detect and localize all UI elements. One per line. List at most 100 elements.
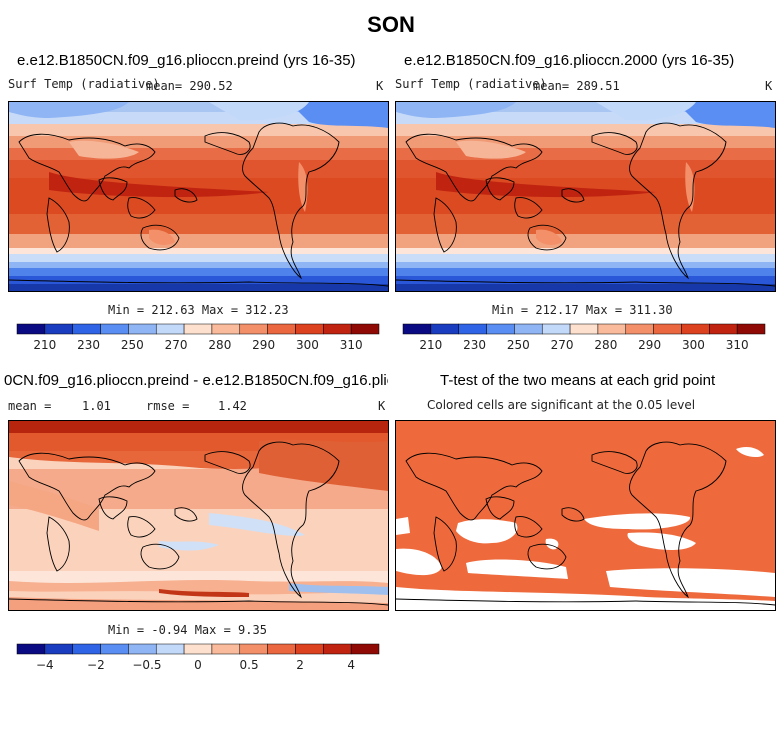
colorbar-swatch [295, 323, 324, 335]
temperature-region [456, 140, 526, 159]
colorbar-swatch [16, 643, 46, 655]
figure-title: SON [367, 12, 415, 37]
colorbar-swatch [211, 323, 241, 335]
temperature-band [9, 214, 388, 234]
temperature-band [396, 124, 775, 136]
panel4-map [395, 420, 776, 611]
panel3-difference-field [9, 421, 388, 610]
colorbar-swatch [350, 643, 380, 655]
panel3-rmse-label: rmse = [146, 399, 190, 413]
temperature-band [396, 276, 775, 284]
panel2-map [395, 101, 776, 292]
temperature-band [396, 268, 775, 276]
colorbar-tick-label: 280 [594, 338, 617, 352]
temperature-band [9, 102, 388, 112]
colorbar-swatch [100, 643, 129, 655]
colorbar-swatch [239, 643, 268, 655]
colorbar-tick-label: 210 [419, 338, 442, 352]
colorbar-swatch [155, 323, 185, 335]
temperature-band [9, 284, 388, 291]
colorbar-swatch [430, 323, 459, 335]
temperature-region [9, 102, 129, 118]
panel3-title: 0CN.f09_g16.plioccn.preind - e.e12.B1850… [4, 372, 388, 389]
panel2-title: e.e12.B1850CN.f09_g16.plioccn.2000 (yrs … [404, 52, 735, 69]
temperature-band [9, 254, 388, 262]
temperature-band [396, 160, 775, 178]
colorbar-swatch [72, 323, 101, 335]
panel1-map [8, 101, 389, 292]
panel4-significance-field [396, 421, 775, 610]
colorbar-swatch [100, 323, 129, 335]
colorbar-swatch [458, 323, 487, 335]
panel1-mean: mean= 290.52 [146, 79, 233, 93]
temperature-band [9, 234, 388, 248]
temperature-band [396, 102, 775, 112]
colorbar-tick-label: 290 [252, 338, 275, 352]
colorbar-tick-label: 300 [682, 338, 705, 352]
colorbar-tick-label: 270 [165, 338, 188, 352]
temperature-band [9, 262, 388, 268]
colorbar-swatch [514, 323, 543, 335]
temperature-region [676, 102, 775, 128]
temperature-band [396, 214, 775, 234]
panel1-variable: Surf Temp (radiative) [8, 77, 160, 91]
temperature-region [289, 102, 388, 128]
colorbar-tick-label: 310 [726, 338, 749, 352]
colorbar-swatch [681, 323, 710, 335]
panel2-stats: Min = 212.17 Max = 311.30 [492, 303, 673, 317]
colorbar-tick-label: 4 [347, 658, 355, 672]
colorbar-swatch [295, 643, 324, 655]
colorbar-tick-label: 230 [463, 338, 486, 352]
colorbar-swatch [128, 323, 157, 335]
colorbar-tick-label: 0.5 [240, 658, 259, 672]
colorbar-tick-label: −4 [36, 658, 54, 672]
colorbar-swatch [72, 643, 101, 655]
colorbar-tick-label: 300 [296, 338, 319, 352]
panel3-mean-label: mean = [8, 399, 52, 413]
panel1-temperature-field [9, 102, 388, 291]
panel1-title: e.e12.B1850CN.f09_g16.plioccn.preind (yr… [17, 52, 356, 69]
panel4-title: T-test of the two means at each grid poi… [440, 372, 716, 389]
colorbar-swatch [239, 323, 268, 335]
colorbar-tick-label: −2 [87, 658, 105, 672]
temperature-band [396, 112, 775, 124]
colorbar-tick-label: 310 [340, 338, 363, 352]
colorbar-tick-label: −0.5 [132, 658, 161, 672]
temperature-region [436, 172, 656, 198]
colorbar-swatch [267, 323, 296, 335]
temperature-band [9, 136, 388, 148]
panel2-mean: mean= 289.51 [533, 79, 620, 93]
colorbar-tick-label: 2 [296, 658, 304, 672]
colorbar-swatch [709, 323, 738, 335]
temperature-band [9, 276, 388, 284]
colorbar-swatch [267, 643, 296, 655]
colorbar-tick-label: 280 [208, 338, 231, 352]
colorbar-tick-label: 250 [507, 338, 530, 352]
colorbar-tick-label: 250 [121, 338, 144, 352]
colorbar-swatch [625, 323, 654, 335]
temperature-region [536, 229, 562, 245]
colorbar-swatch [323, 643, 352, 655]
temperature-band [9, 248, 388, 254]
temperature-band [9, 160, 388, 178]
colorbar-tick-label: 290 [638, 338, 661, 352]
temperature-region [209, 102, 309, 121]
colorbar-tick-label: 230 [77, 338, 100, 352]
panel2-temperature-field [396, 102, 775, 291]
colorbar-swatch [128, 643, 157, 655]
panel3-rmse-value: 1.42 [218, 399, 247, 413]
panel1-stats: Min = 212.63 Max = 312.23 [108, 303, 289, 317]
colorbar-tick-label: 270 [551, 338, 574, 352]
panel3-mean-value: 1.01 [82, 399, 111, 413]
colorbar-swatch [44, 643, 73, 655]
colorbar-swatch [183, 643, 213, 655]
temperature-region [396, 102, 516, 118]
panel3-colorbar: −4 −2 −0.5 0 0.5 2 4 [16, 643, 380, 672]
panel2-variable: Surf Temp (radiative) [395, 77, 547, 91]
panel3-map [8, 420, 389, 611]
colorbar-swatch [183, 323, 213, 335]
colorbar-swatch [736, 323, 766, 335]
colorbar-swatch [16, 323, 46, 335]
colorbar-swatch [597, 323, 627, 335]
colorbar-swatch [155, 643, 185, 655]
